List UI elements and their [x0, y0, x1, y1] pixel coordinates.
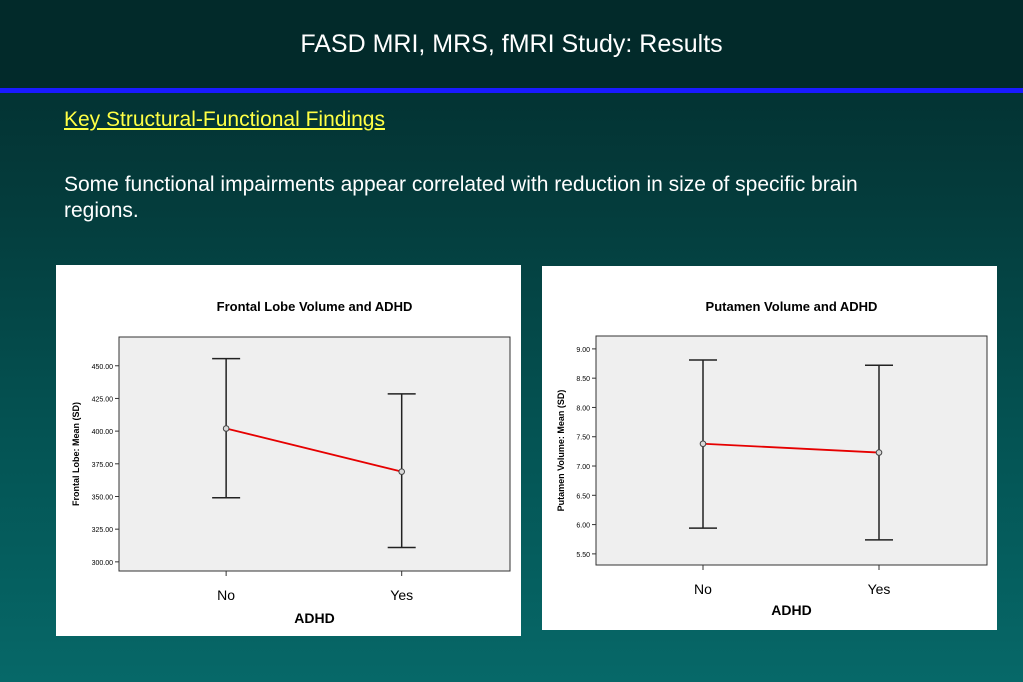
mean-point — [699, 440, 707, 448]
mean-point — [222, 425, 230, 432]
y-tick-label: 6.50 — [576, 493, 590, 500]
x-tick-label: No — [217, 587, 235, 603]
y-tick-label: 7.50 — [576, 435, 590, 442]
y-tick-label: 5.50 — [576, 552, 590, 559]
plot-area — [595, 335, 988, 566]
mean-line — [702, 442, 880, 454]
title-bar — [0, 0, 1023, 88]
y-tick-label: 8.50 — [576, 376, 590, 383]
y-axis-label: Frontal Lobe: Mean (SD) — [71, 402, 81, 506]
chart-title: Putamen Volume and ADHD — [706, 299, 878, 314]
body-text: Some functional impairments appear corre… — [64, 173, 858, 222]
section-heading: Key Structural-Functional Findings — [64, 108, 385, 131]
y-tick-label: 300.00 — [92, 560, 114, 567]
y-tick-label: 6.00 — [576, 523, 590, 530]
x-axis-label: ADHD — [771, 602, 811, 618]
chart-title: Frontal Lobe Volume and ADHD — [217, 299, 413, 314]
frontal-lobe-chart: Frontal Lobe Volume and ADHD 300.00 325.00… — [71, 299, 511, 626]
x-tick-label: Yes — [390, 587, 413, 603]
x-tick-label: No — [694, 581, 712, 597]
y-tick-label: 9.00 — [576, 347, 590, 354]
putamen-chart: Putamen Volume and ADHD 5.50 6.00 6.50 7.00 7… — [556, 299, 988, 618]
slide-title: FASD MRI, MRS, fMRI Study: Results — [300, 30, 723, 58]
y-tick-label: 375.00 — [92, 462, 114, 469]
title-divider — [0, 88, 1023, 93]
y-tick-label: 450.00 — [92, 364, 114, 371]
x-axis-label: ADHD — [294, 610, 334, 626]
y-tick-label: 7.00 — [576, 464, 590, 471]
plot-area — [118, 336, 511, 572]
y-tick-label: 8.00 — [576, 405, 590, 412]
x-tick-label: Yes — [868, 581, 891, 597]
y-tick-label: 350.00 — [92, 494, 114, 501]
frontal-lobe-chart-panel: Frontal Lobe Volume and ADHD 300.00 325.00… — [56, 265, 521, 636]
y-tick-label: 325.00 — [92, 527, 114, 534]
y-tick-label: 400.00 — [92, 429, 114, 436]
mean-point — [398, 468, 405, 475]
mean-point — [875, 449, 883, 456]
y-axis-label: Putamen Volume: Mean (SD) — [556, 390, 566, 512]
mean-line — [225, 427, 402, 473]
putamen-chart-panel: Putamen Volume and ADHD 5.50 6.00 6.50 7.00 7… — [542, 266, 997, 630]
y-tick-label: 425.00 — [92, 396, 114, 403]
